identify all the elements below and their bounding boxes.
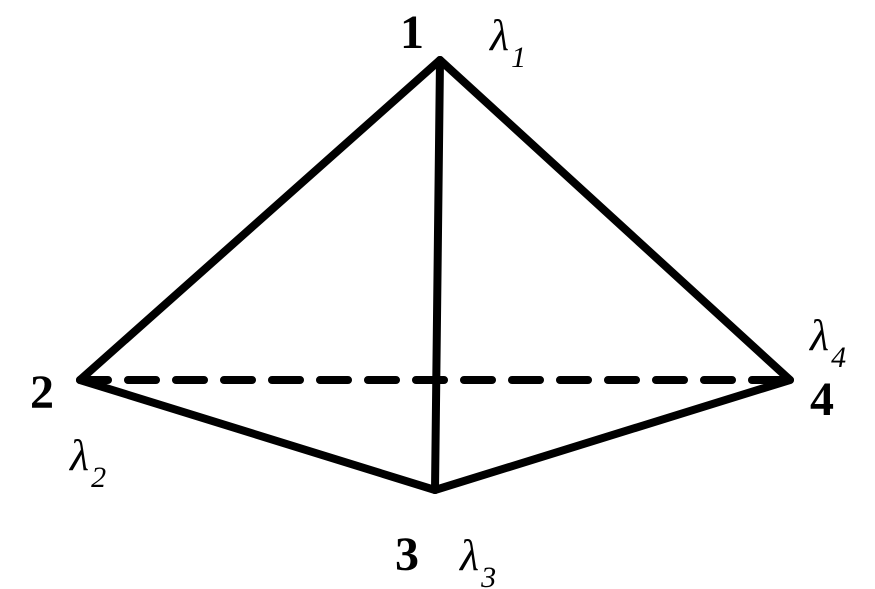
lambda-label-1: λ1 xyxy=(488,11,526,74)
lambda-label-3: λ3 xyxy=(458,531,496,589)
edge-v1-v3 xyxy=(435,60,440,490)
lambda-label-2: λ2 xyxy=(68,431,106,494)
tetrahedron-diagram: 1 λ1 2 λ2 3 λ3 4λ4 xyxy=(0,0,875,589)
vertex-label-4: 4 xyxy=(810,373,834,426)
edge-v1-v2 xyxy=(80,60,440,380)
vertex-label-3: 3 xyxy=(395,528,419,581)
lambda-label-4: λ4 xyxy=(808,311,846,374)
edge-v2-v3 xyxy=(80,380,435,490)
edges-group xyxy=(80,60,790,490)
vertex-label-2: 2 xyxy=(30,366,54,419)
vertex-label-1: 1 xyxy=(400,6,424,59)
edge-v1-v4 xyxy=(440,60,790,380)
edge-v3-v4 xyxy=(435,380,790,490)
